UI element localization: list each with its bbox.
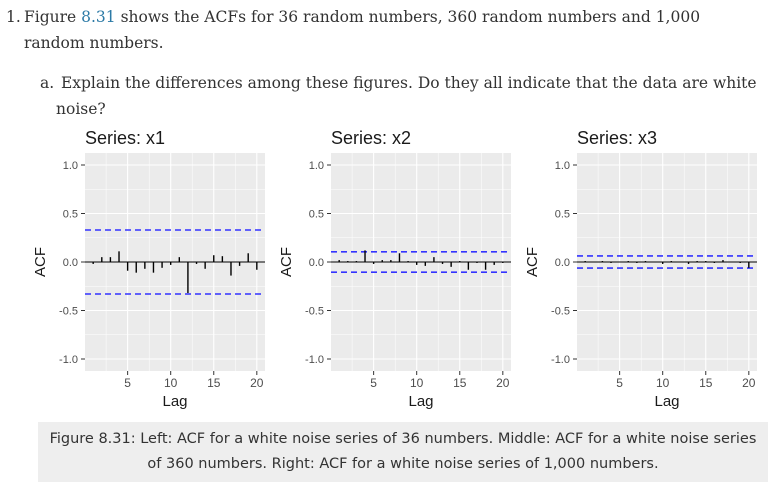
x-tick-label: 15	[699, 376, 713, 390]
y-tick-label: -0.5	[305, 306, 324, 318]
x-tick-label: 15	[207, 376, 221, 390]
acf-figure: Series: x1 1.0 0.5 0.0 -0.5 -1.0 5 10 15 20 Lag ACF…	[32, 128, 757, 410]
y-tick-label: 0.5	[309, 209, 324, 221]
x-tick-label: 15	[453, 376, 467, 390]
y-tick-label: 0.5	[63, 209, 78, 221]
y-tick-label: 0.0	[309, 257, 324, 269]
x-tick-label: 5	[124, 376, 131, 390]
y-tick-label: -0.5	[59, 306, 78, 318]
x-tick-label: 5	[370, 376, 377, 390]
acf-panel: Series: x1 1.0 0.5 0.0 -0.5 -1.0 5 10 15 20 Lag ACF	[32, 128, 265, 410]
question-text-line2: random numbers.	[24, 34, 164, 52]
y-tick-label: 1.0	[555, 160, 570, 172]
y-tick-label: -1.0	[305, 354, 324, 366]
question-text-start: Figure	[24, 8, 82, 26]
x-axis-label: Lag	[654, 393, 679, 410]
x-axis-label: Lag	[408, 393, 433, 410]
x-tick-label: 20	[250, 376, 264, 390]
y-tick-label: 0.0	[555, 257, 570, 269]
question-a-line1: Explain the differences among these figu…	[60, 74, 757, 92]
question-a: a. Explain the differences among these f…	[40, 70, 768, 122]
x-tick-label: 20	[496, 376, 510, 390]
question-a-line2: noise?	[56, 100, 106, 118]
x-tick-label: 10	[410, 376, 424, 390]
x-tick-label: 20	[742, 376, 756, 390]
y-tick-label: 1.0	[309, 160, 324, 172]
y-tick-label: 0.0	[63, 257, 78, 269]
question-text-line1: shows the ACFs for 36 random numbers, 36…	[115, 8, 701, 26]
y-tick-label: -1.0	[59, 354, 78, 366]
y-tick-label: 0.5	[555, 209, 570, 221]
caption-line2: of 360 numbers. Right: ACF for a white n…	[147, 456, 659, 472]
figure-caption: Figure 8.31: Left: ACF for a white noise…	[38, 422, 768, 482]
panel-title: Series: x2	[331, 128, 411, 148]
x-axis-label: Lag	[162, 393, 187, 410]
caption-line1: Figure 8.31: Left: ACF for a white noise…	[49, 431, 757, 447]
y-tick-label: 1.0	[63, 160, 78, 172]
x-tick-label: 10	[164, 376, 178, 390]
acf-panel: Series: x3 1.0 0.5 0.0 -0.5 -1.0 5 10 15 20 Lag ACF	[524, 128, 757, 410]
x-tick-label: 10	[656, 376, 670, 390]
question-1: 1. Figure 8.31 shows the ACFs for 36 rand…	[6, 4, 746, 56]
acf-panel: Series: x2 1.0 0.5 0.0 -0.5 -1.0 5 10 15 20 Lag ACF	[278, 128, 511, 410]
x-tick-label: 5	[616, 376, 623, 390]
question-a-letter: a.	[40, 74, 55, 92]
panel-title: Series: x3	[577, 128, 657, 148]
y-axis-label: ACF	[32, 247, 49, 277]
figure-link[interactable]: 8.31	[81, 8, 116, 26]
panel-title: Series: x1	[85, 128, 165, 148]
y-axis-label: ACF	[524, 247, 541, 277]
y-axis-label: ACF	[278, 247, 295, 277]
y-tick-label: -0.5	[551, 306, 570, 318]
question-number: 1.	[6, 8, 21, 26]
y-tick-label: -1.0	[551, 354, 570, 366]
